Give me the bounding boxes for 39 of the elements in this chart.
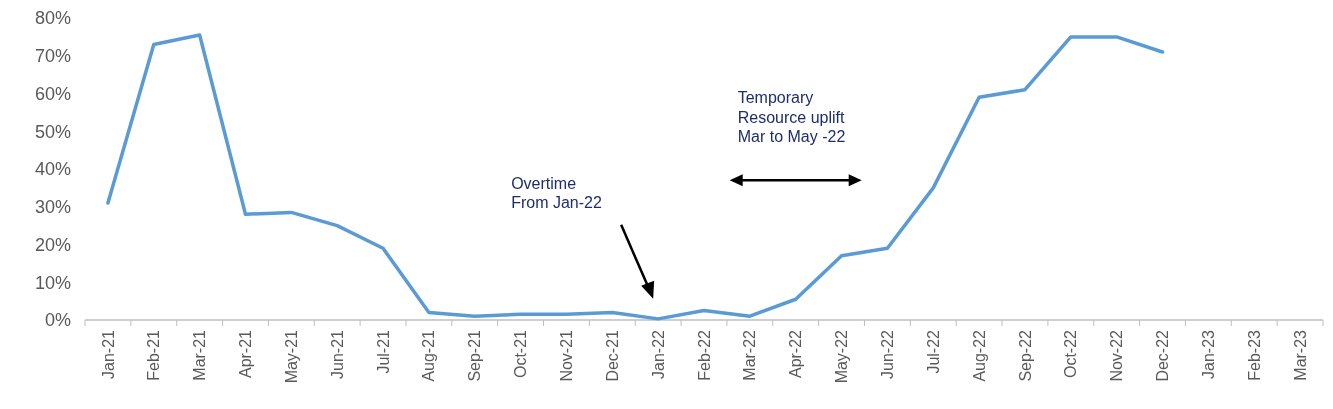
x-tick-label: Mar-23	[1291, 329, 1309, 381]
x-tick-label: Nov-21	[558, 329, 576, 382]
x-tick-label: Apr-22	[787, 329, 805, 379]
y-tick-label: 0%	[44, 310, 71, 331]
annotation: Overtime From Jan-22	[511, 174, 602, 212]
x-tick-label: Dec-21	[603, 329, 621, 382]
x-tick-label: Oct-22	[1062, 329, 1080, 379]
x-tick-label: Jan-23	[1199, 329, 1217, 379]
x-tick-label: Jan-22	[649, 329, 667, 379]
x-tick-label: Feb-23	[1245, 329, 1263, 381]
y-tick-label: 20%	[34, 234, 71, 255]
y-tick-label: 10%	[34, 272, 71, 293]
x-tick-label: Jun-22	[879, 329, 897, 379]
x-tick-label: Sep-21	[466, 329, 484, 382]
x-tick-label: Aug-22	[970, 329, 988, 382]
x-tick-label: Sep-22	[1016, 329, 1034, 382]
x-tick-label: Mar-22	[741, 329, 759, 381]
x-tick-label: Apr-21	[237, 329, 255, 379]
x-tick-label: Jan-21	[99, 329, 117, 379]
y-tick-label: 70%	[34, 46, 71, 67]
x-tick-label: Nov-22	[1108, 329, 1126, 382]
x-tick-label: Feb-21	[145, 329, 163, 381]
x-tick-label: Aug-21	[420, 329, 438, 382]
x-tick-label: Oct-21	[512, 329, 530, 379]
annotation: Temporary Resource uplift Mar to May -22	[737, 89, 846, 145]
y-tick-label: 80%	[34, 8, 71, 29]
y-tick-label: 30%	[34, 197, 71, 218]
x-tick-label: Jun-21	[328, 329, 346, 379]
line-series	[106, 33, 1165, 321]
x-tick-label: May-22	[833, 329, 851, 384]
x-tick-label: Jul-22	[924, 329, 942, 374]
x-tick-label: Dec-22	[1154, 329, 1172, 382]
x-tick-label: Jul-21	[374, 329, 392, 374]
x-tick-label: Mar-21	[191, 329, 209, 381]
x-tick-label: Feb-22	[695, 329, 713, 381]
y-tick-label: 60%	[34, 83, 71, 104]
y-tick-label: 50%	[34, 121, 71, 142]
y-tick-label: 40%	[34, 159, 71, 180]
x-tick-label: May-21	[282, 329, 300, 384]
